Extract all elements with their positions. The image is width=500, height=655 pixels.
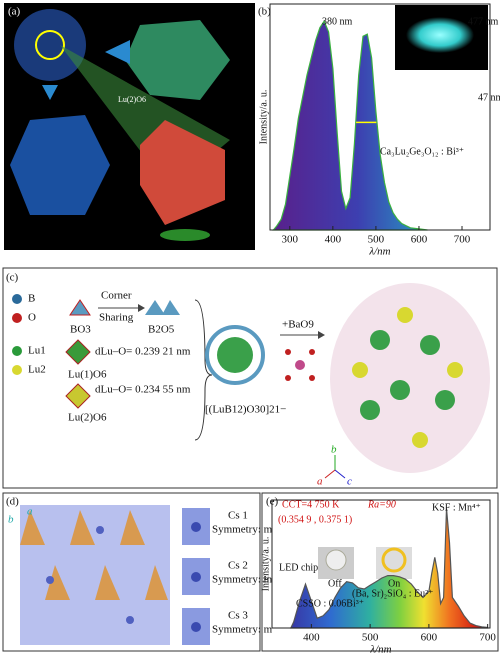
y-axis-label: Intensity/a. u.	[258, 90, 269, 145]
x-tick-label: 600	[421, 632, 438, 644]
unit-label: BO3	[70, 324, 91, 336]
network	[330, 283, 490, 473]
annotation: On	[388, 578, 400, 589]
annotation: (Ba, Sr)₂SiO₄ : Eu²⁺	[352, 588, 433, 599]
legend-b: B	[28, 293, 35, 305]
unit-label: Lu(2)O6	[118, 95, 146, 104]
cluster: [(LuB12)O30]21−	[205, 404, 286, 416]
panel-label: (d)	[6, 496, 19, 508]
cs-sym: Symmetry: m	[212, 524, 273, 536]
add-label: +BaO9	[282, 319, 314, 331]
powder-glow	[406, 17, 474, 53]
annotation: 477 nm	[468, 16, 499, 27]
axis-c: c	[347, 476, 352, 488]
annotation: 380 nm	[322, 16, 353, 27]
plot-frame	[271, 499, 491, 629]
annotation: CSSO : 0.06Bi³⁺	[296, 598, 364, 609]
x-axis-label: λ/nm	[369, 644, 391, 655]
cs-sym: Symmetry: m	[212, 624, 273, 636]
unit-label: Lu(1)O6	[68, 369, 107, 381]
annotation: Ra=90	[367, 499, 396, 510]
panel-label: (a)	[8, 6, 21, 18]
cs-name: Cs 1	[228, 510, 248, 522]
axis-a: a	[317, 476, 323, 488]
x-tick-label: 600	[411, 234, 428, 246]
photo-on	[376, 547, 412, 579]
panel-label: (b)	[258, 6, 271, 18]
site: Lu1	[28, 345, 46, 357]
x-tick-label: 500	[368, 234, 385, 246]
distance: dLu–O= 0.234 55 nm	[95, 384, 191, 396]
spectrum-area	[289, 508, 489, 629]
panel-box	[261, 492, 499, 652]
x-tick-label: 400	[303, 632, 320, 644]
site: Lu2	[28, 364, 46, 376]
cs-sym: Symmetry: m	[212, 574, 273, 586]
x-tick-label: 400	[325, 234, 342, 246]
cs-sites	[182, 508, 210, 645]
annotation: Off	[328, 578, 342, 589]
cs-name: Cs 2	[228, 560, 248, 572]
annotation: CCT=4 750 K	[282, 499, 340, 510]
x-axis-label: λ/nm	[368, 246, 390, 258]
x-tick-label: 300	[282, 234, 299, 246]
annotation: (0.354 9 , 0.375 1)	[278, 514, 352, 525]
spectrum-area	[272, 19, 428, 231]
y-axis-label: Intensity/a. u.	[260, 537, 271, 592]
panel-label: (c)	[6, 272, 19, 284]
arrow-label: Sharing	[99, 312, 134, 324]
distance: dLu–O= 0.239 21 nm	[95, 346, 191, 358]
plot-frame	[269, 3, 491, 231]
cs-name: Cs 3	[228, 610, 248, 622]
axis-a: a	[27, 506, 33, 518]
unit-label: B2O5	[148, 324, 175, 336]
legend-o: O	[28, 312, 36, 324]
panel-label: (e)	[266, 496, 279, 508]
cs-network	[20, 505, 170, 645]
annotation: KSF : Mn⁴⁺	[432, 502, 481, 513]
structure-a	[10, 9, 230, 241]
x-tick-label: 500	[362, 632, 379, 644]
x-tick-label: 700	[479, 632, 496, 644]
arrow-label: Corner	[101, 290, 132, 302]
annotation: 47 nm	[478, 92, 500, 103]
annotation: Ca₃Lu₂Ge₃O₁₂ : Bi³⁺	[380, 146, 464, 157]
axis-b: b	[331, 444, 337, 456]
unit-label: Lu(2)O6	[68, 412, 107, 424]
x-tick-label: 700	[454, 234, 471, 246]
axis-b: b	[8, 514, 14, 526]
annotation: LED chip	[279, 562, 318, 573]
